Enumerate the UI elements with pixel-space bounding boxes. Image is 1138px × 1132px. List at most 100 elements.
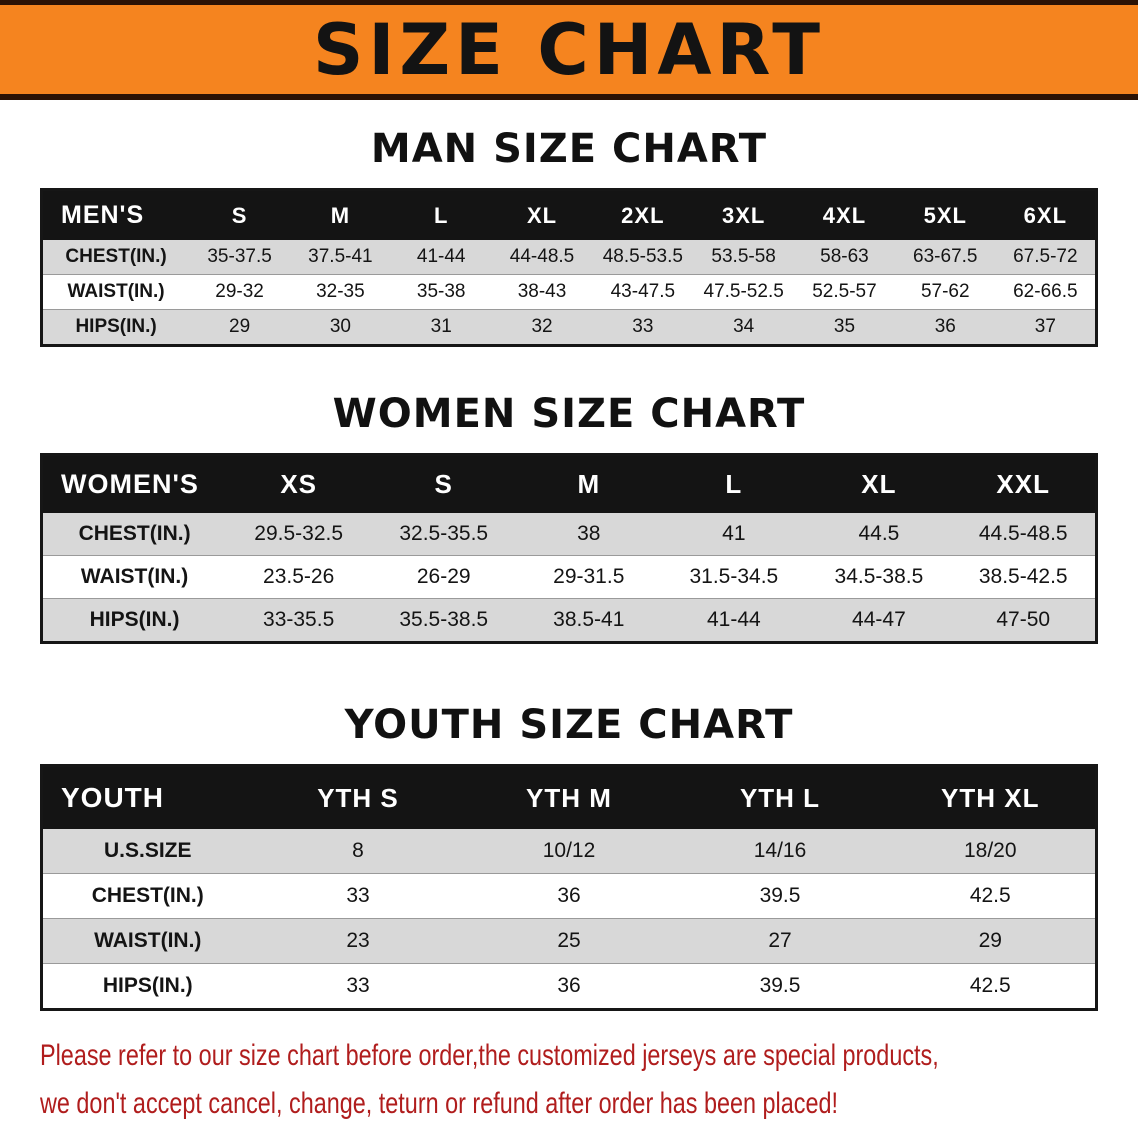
size-column-header: 2XL: [592, 189, 694, 240]
size-value: 53.5-58: [711, 246, 776, 267]
row-label: U.S.SIZE: [103, 839, 192, 862]
size-value: 44-48.5: [509, 246, 575, 267]
banner-title: SIZE CHART: [312, 8, 826, 91]
size-column-header: YTH S: [252, 765, 464, 829]
size-column-header: XL: [806, 454, 952, 513]
size-value: 38: [577, 522, 601, 545]
table-header-row: YOUTH YTH S YTH M YTH L YTH XL: [41, 765, 1097, 829]
size-value: 48.5-53.5: [602, 246, 683, 267]
row-label: CHEST(IN.): [65, 246, 167, 267]
top-banner: SIZE CHART: [0, 0, 1138, 100]
size-column-header: S: [189, 189, 290, 240]
size-value: 31: [430, 316, 452, 337]
size-value: 38.5-42.5: [978, 565, 1068, 588]
table-row: HIPS(IN.) 33 36 39.5 42.5: [41, 963, 1097, 1010]
table-row: WAIST(IN.) 23 25 27 29: [41, 918, 1097, 964]
women-size-section: WOMEN SIZE CHART WOMEN'S XS S M L XL XXL CHEST…: [0, 391, 1138, 644]
size-column-header: YTH M: [463, 765, 675, 829]
size-value: 29: [978, 929, 1002, 952]
size-value: 36: [934, 316, 956, 337]
size-value: 33: [346, 974, 370, 997]
size-value: 42.5: [969, 974, 1011, 997]
table-corner-label: WOMEN'S: [41, 454, 227, 513]
size-column-header: 3XL: [693, 189, 795, 240]
footer-note: Please refer to our size chart before or…: [40, 1037, 1138, 1122]
row-label: CHEST(IN.): [91, 884, 204, 907]
size-column-header: 4XL: [794, 189, 895, 240]
size-value: 39.5: [759, 884, 801, 907]
row-label: HIPS(IN.): [75, 316, 157, 337]
size-value: 31.5-34.5: [689, 565, 779, 588]
row-label: CHEST(IN.): [78, 522, 191, 545]
size-value: 14/16: [753, 839, 807, 862]
size-value: 67.5-72: [1013, 246, 1078, 267]
size-column-header: 5XL: [894, 189, 996, 240]
size-column-header: M: [516, 454, 662, 513]
size-column-header: S: [371, 454, 517, 513]
size-value: 36: [557, 974, 581, 997]
size-value: 29-32: [215, 281, 264, 302]
size-value: 29-31.5: [553, 565, 625, 588]
size-column-header: XL: [491, 189, 593, 240]
size-value: 33: [346, 884, 370, 907]
size-value: 47-50: [996, 608, 1051, 631]
size-value: 62-66.5: [1013, 281, 1078, 302]
size-value: 18/20: [963, 839, 1017, 862]
size-value: 8: [352, 839, 364, 862]
size-value: 47.5-52.5: [703, 281, 784, 302]
size-value: 10/12: [542, 839, 596, 862]
size-value: 57-62: [920, 281, 970, 302]
size-value: 35.5-38.5: [399, 608, 489, 631]
size-value: 33: [632, 316, 654, 337]
size-column-header: L: [661, 454, 807, 513]
table-row: CHEST(IN.) 35-37.5 37.5-41 41-44 44-48.5 48.5…: [41, 240, 1097, 275]
table-row: CHEST(IN.) 33 36 39.5 42.5: [41, 873, 1097, 919]
table-row: HIPS(IN.) 33-35.5 35.5-38.5 38.5-41 41-44 44-…: [41, 598, 1097, 643]
size-value: 42.5: [969, 884, 1011, 907]
table-row: WAIST(IN.) 23.5-26 26-29 29-31.5 31.5-34.5 34…: [41, 555, 1097, 599]
size-value: 35: [833, 316, 856, 337]
size-value: 41: [722, 522, 746, 545]
size-value: 34: [733, 316, 755, 337]
size-value: 35-37.5: [207, 246, 272, 267]
table-header-row: MEN'S S M L XL 2XL 3XL 4XL 5XL 6XL: [41, 189, 1097, 240]
size-value: 27: [768, 929, 792, 952]
size-value: 37.5-41: [308, 246, 373, 267]
size-value: 23.5-26: [263, 565, 335, 588]
table-row: HIPS(IN.) 29 30 31 32 33 34 35 36 37: [41, 309, 1097, 346]
youth-size-section: YOUTH SIZE CHART YOUTH YTH S YTH M YTH L YTH…: [0, 702, 1138, 1011]
men-section-heading: MAN SIZE CHART: [370, 126, 768, 172]
size-value: 33-35.5: [263, 608, 335, 631]
size-column-header: M: [290, 189, 391, 240]
women-size-table: WOMEN'S XS S M L XL XXL CHEST(IN.) 29.5-32.5 32.…: [40, 453, 1098, 644]
size-value: 43-47.5: [610, 281, 676, 302]
table-corner-label: YOUTH: [41, 765, 253, 829]
size-value: 39.5: [759, 974, 801, 997]
size-column-header: L: [390, 189, 492, 240]
table-row: CHEST(IN.) 29.5-32.5 32.5-35.5 38 41 44.5 44.5…: [41, 513, 1097, 556]
footer-line-1: Please refer to our size chart before or…: [40, 1039, 939, 1072]
size-value: 29.5-32.5: [254, 522, 344, 545]
size-value: 38.5-41: [553, 608, 625, 631]
size-value: 38-43: [517, 281, 567, 302]
size-value: 30: [329, 316, 351, 337]
size-value: 41-44: [416, 246, 466, 267]
row-label: WAIST(IN.): [80, 565, 189, 588]
size-value: 23: [346, 929, 370, 952]
table-body: CHEST(IN.) 29.5-32.5 32.5-35.5 38 41 44.5 44.5…: [41, 513, 1097, 643]
size-value: 29: [229, 316, 251, 337]
women-section-heading: WOMEN SIZE CHART: [332, 391, 806, 437]
table-corner-label: MEN'S: [41, 189, 190, 240]
size-value: 63-67.5: [913, 246, 978, 267]
size-value: 36: [557, 884, 581, 907]
size-value: 44-47: [852, 608, 906, 631]
size-value: 35-38: [416, 281, 466, 302]
size-column-header: 6XL: [995, 189, 1097, 240]
row-label: WAIST(IN.): [94, 929, 202, 952]
size-value: 32: [531, 316, 553, 337]
table-body: U.S.SIZE 8 10/12 14/16 18/20 CHEST(IN.) 33 36 39…: [41, 829, 1097, 1010]
size-column-header: YTH L: [674, 765, 886, 829]
footer-line-2: we don't accept cancel, change, teturn o…: [40, 1086, 838, 1120]
size-value: 41-44: [706, 608, 761, 631]
